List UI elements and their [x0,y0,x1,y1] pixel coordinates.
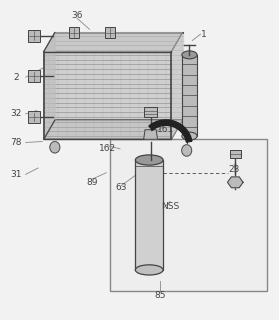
Polygon shape [227,177,243,188]
Ellipse shape [135,265,163,275]
Text: 63: 63 [116,183,127,192]
Bar [182,55,197,136]
Text: 89: 89 [86,178,98,187]
Bar [135,160,163,270]
FancyBboxPatch shape [105,27,115,38]
Circle shape [50,141,60,153]
Text: 2: 2 [13,73,19,82]
Ellipse shape [182,51,197,59]
Text: 1: 1 [201,30,206,39]
Polygon shape [44,33,55,139]
Text: 23: 23 [228,165,240,174]
Text: 162: 162 [99,144,116,153]
Text: 161: 161 [157,125,174,134]
FancyBboxPatch shape [28,70,40,83]
Text: 36: 36 [71,11,83,20]
Bar [145,108,157,117]
Text: 32: 32 [10,109,22,118]
Ellipse shape [135,155,163,165]
Text: 31: 31 [10,170,22,179]
Polygon shape [44,52,171,139]
Circle shape [182,145,192,156]
Ellipse shape [182,132,197,140]
Text: NSS: NSS [161,202,179,211]
Bar [230,150,241,158]
Polygon shape [171,33,182,139]
Polygon shape [144,130,158,139]
Polygon shape [55,33,182,120]
Text: 78: 78 [10,138,22,147]
Polygon shape [149,120,192,142]
Text: 85: 85 [155,291,166,300]
Bar [110,139,267,291]
Polygon shape [44,33,182,52]
Polygon shape [44,120,182,139]
FancyBboxPatch shape [69,27,79,38]
FancyBboxPatch shape [28,111,40,123]
FancyBboxPatch shape [28,30,40,42]
